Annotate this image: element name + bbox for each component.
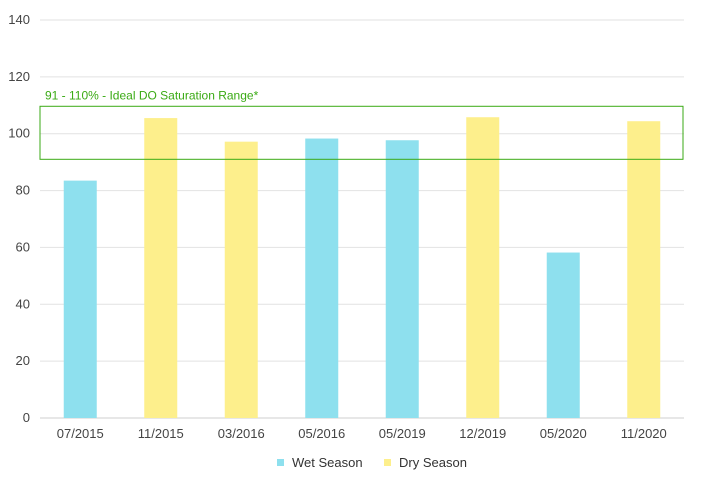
- legend-label: Wet Season: [292, 455, 363, 470]
- y-tick-label: 20: [16, 353, 30, 368]
- x-axis: 07/2015 11/2015 03/2016 05/2016 05/2019 12/20…: [57, 426, 667, 441]
- ideal-range-band: 91 - 110% - Ideal DO Saturation Range*: [39, 88, 684, 160]
- bar: [144, 118, 178, 418]
- y-tick-label: 80: [16, 183, 30, 198]
- x-tick-label: 05/2019: [379, 426, 426, 441]
- ideal-range-rect: [39, 105, 684, 160]
- y-axis: 0 20 40 60 80 100 120 140: [8, 12, 30, 425]
- x-tick-label: 03/2016: [218, 426, 265, 441]
- x-tick-label: 12/2019: [459, 426, 506, 441]
- x-tick-label: 11/2020: [621, 426, 667, 441]
- y-tick-label: 100: [8, 126, 30, 141]
- bars: [63, 117, 661, 419]
- bar: [546, 252, 580, 418]
- x-tick-label: 07/2015: [57, 426, 104, 441]
- x-tick-label: 05/2020: [540, 426, 587, 441]
- y-tick-label: 40: [16, 296, 30, 311]
- x-tick-label: 05/2016: [298, 426, 345, 441]
- y-tick-label: 0: [23, 410, 30, 425]
- ideal-range-label: 91 - 110% - Ideal DO Saturation Range*: [45, 88, 259, 102]
- legend-swatch: [384, 459, 391, 466]
- bar: [63, 180, 97, 418]
- bar: [224, 141, 258, 418]
- gridlines: [40, 19, 684, 419]
- bar: [385, 140, 419, 418]
- x-tick-label: 11/2015: [138, 426, 184, 441]
- bar: [627, 121, 661, 418]
- y-tick-label: 140: [8, 12, 30, 27]
- legend-label: Dry Season: [399, 455, 467, 470]
- legend-swatch: [277, 459, 284, 466]
- bar: [466, 117, 500, 419]
- y-tick-label: 60: [16, 239, 30, 254]
- y-tick-label: 120: [8, 69, 30, 84]
- bar: [305, 138, 339, 418]
- legend: Wet Season Dry Season: [277, 455, 467, 470]
